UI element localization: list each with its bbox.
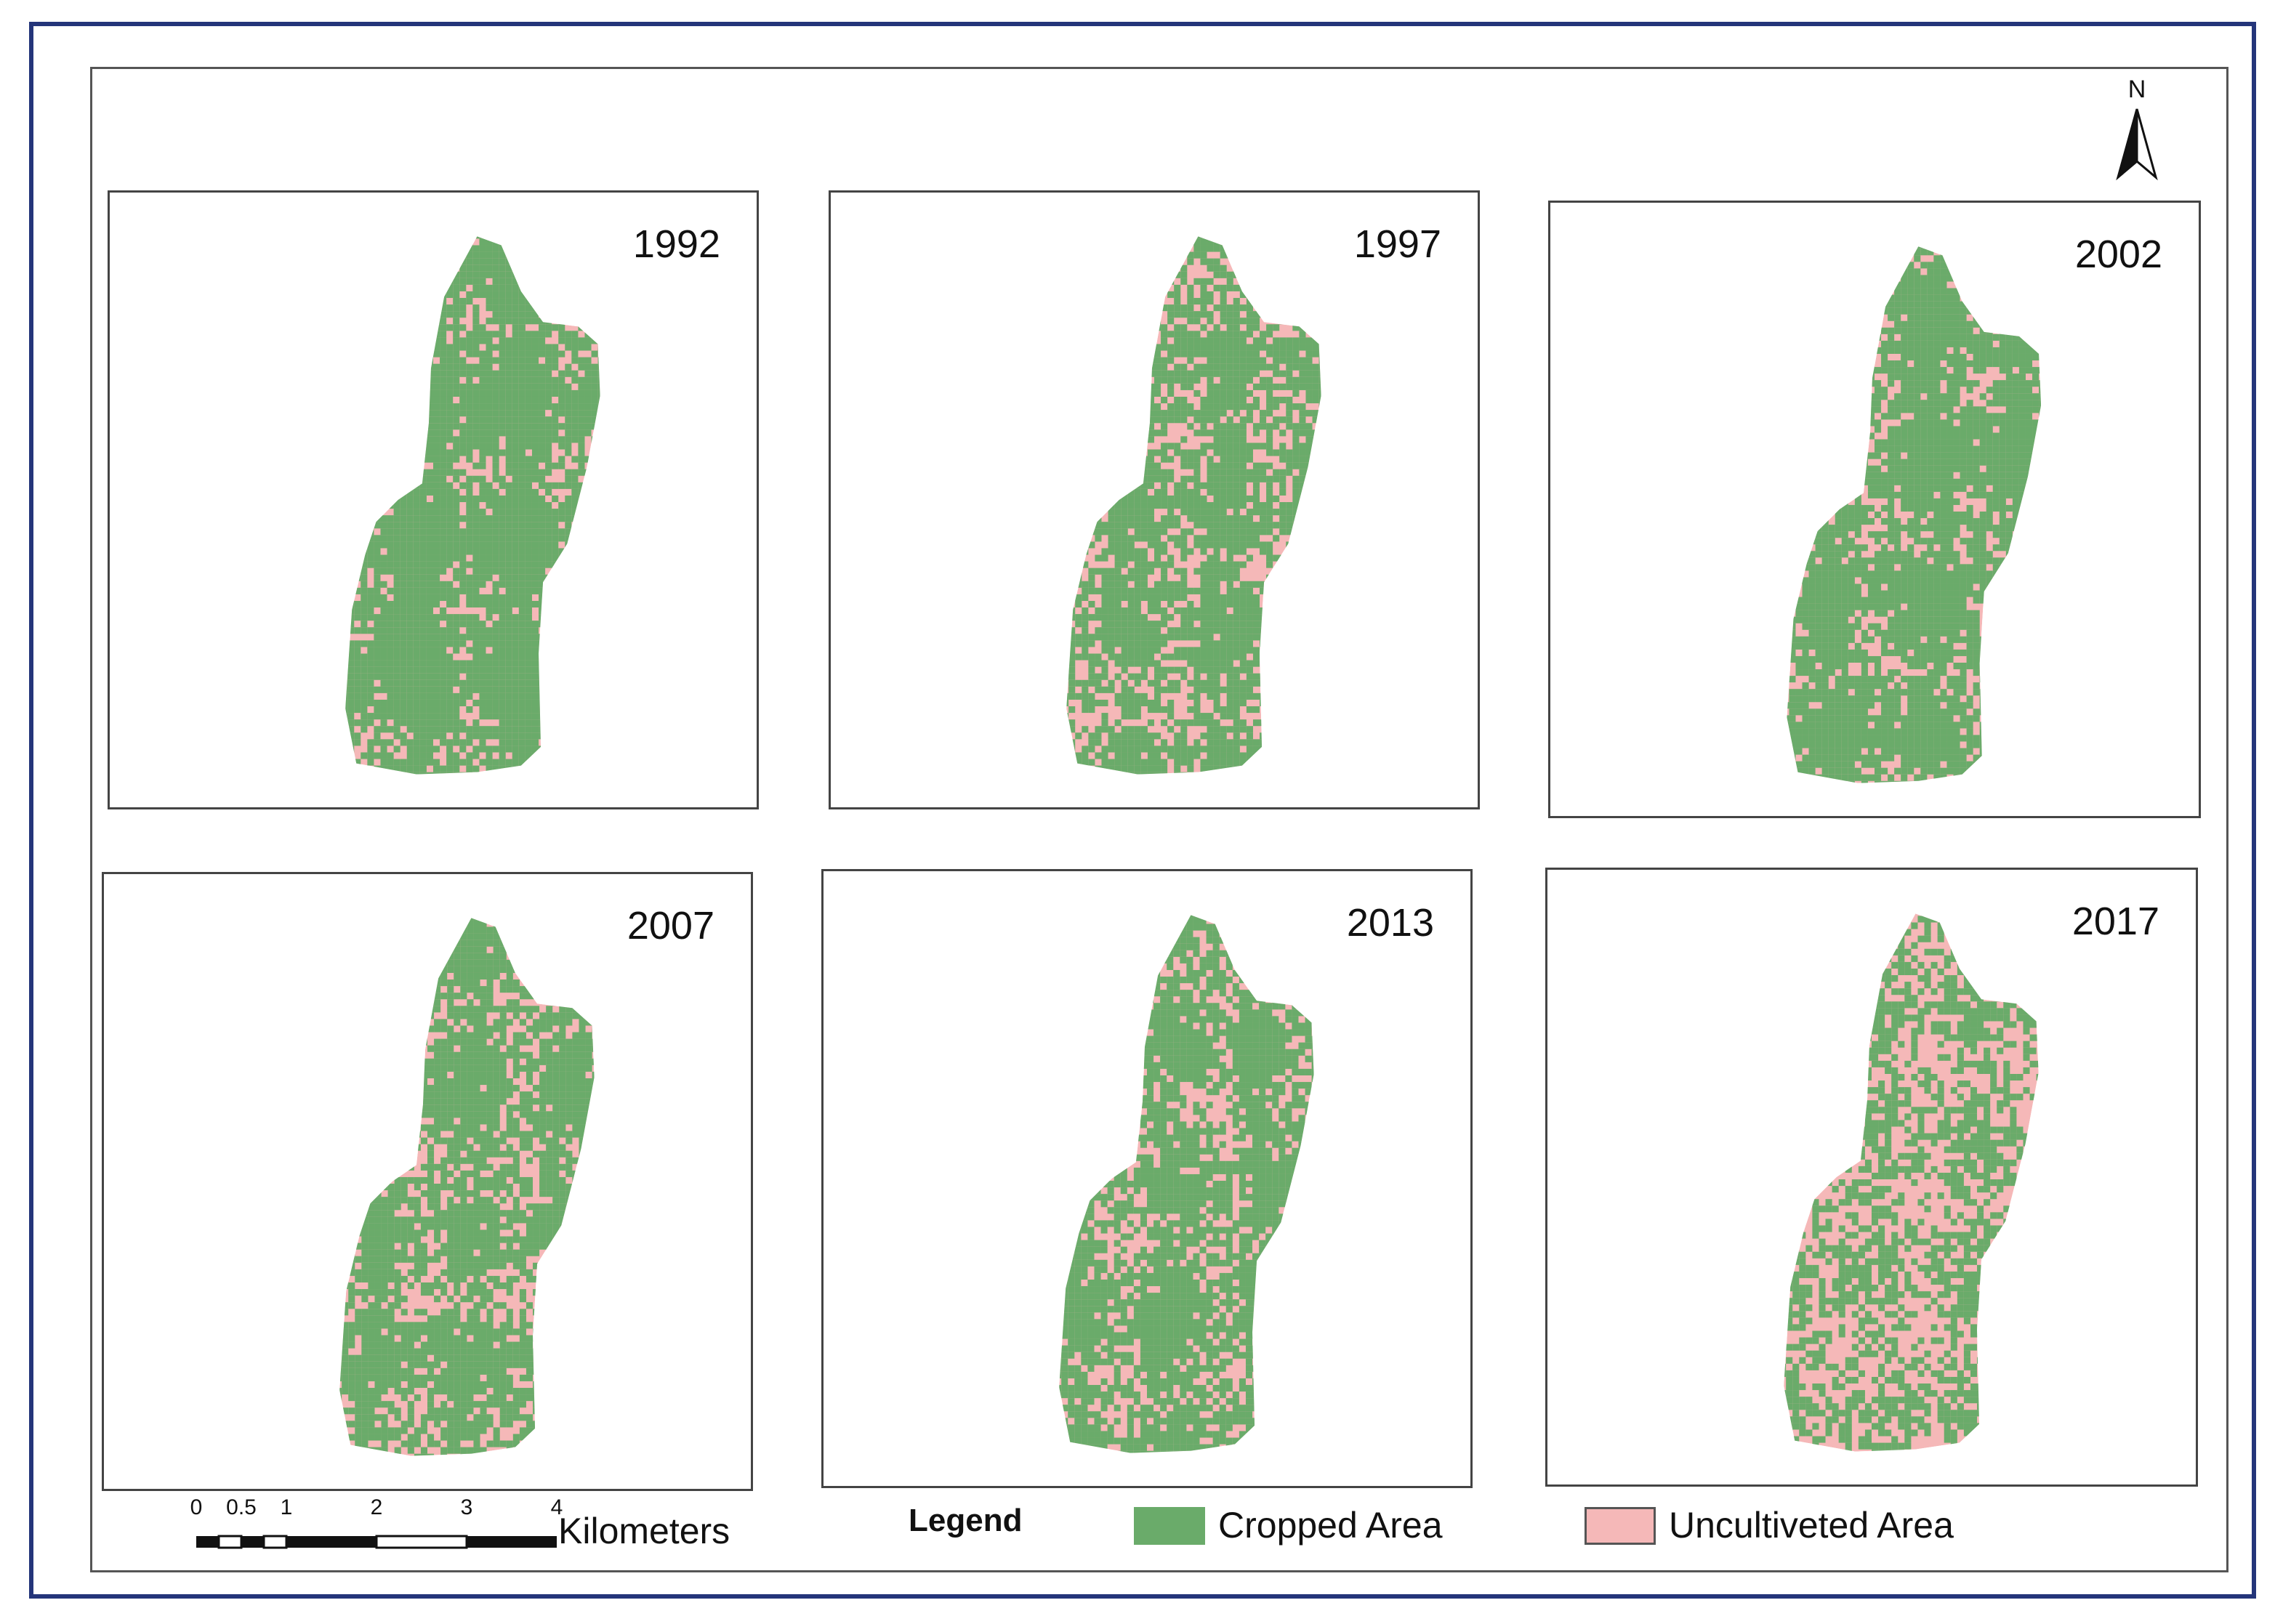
legend-label-uncultivated: Uncultiveted Area	[1669, 1505, 1954, 1546]
year-label: 1992	[632, 222, 720, 266]
cropland-map-2007	[339, 918, 595, 1456]
scale-tick-label: 2	[370, 1495, 383, 1519]
cropland-map-2002	[1787, 246, 2042, 783]
legend-swatch-uncultivated	[1585, 1507, 1656, 1545]
legend-swatch-cropped	[1134, 1507, 1205, 1545]
map-panel-2013: 2013	[821, 869, 1473, 1488]
year-label: 2013	[1346, 901, 1434, 945]
scale-tick-label: 3	[460, 1495, 473, 1519]
cropland-map-1997	[1066, 236, 1321, 775]
scale-units-label: Kilometers	[558, 1511, 730, 1551]
north-label: N	[2127, 76, 2146, 103]
year-label: 1997	[1353, 222, 1441, 266]
cropland-map-2013	[1059, 915, 1314, 1453]
year-label: 2002	[2074, 233, 2162, 276]
map-panel-1992: 1992	[108, 190, 759, 809]
scale-tick-label: 0.5	[226, 1495, 257, 1519]
map-panel-2017: 2017	[1545, 868, 2198, 1487]
map-layout-frame	[90, 67, 2228, 1572]
map-panel-2002: 2002	[1548, 201, 2201, 818]
cropland-map-2017	[1784, 913, 2039, 1452]
north-arrow-icon	[2116, 108, 2158, 181]
map-panel-2007: 2007	[102, 872, 753, 1491]
scale-tick-label: 0	[190, 1495, 203, 1519]
scale-tick-label: 4	[550, 1495, 563, 1519]
year-label: 2007	[627, 904, 714, 948]
map-panel-1997: 1997	[829, 190, 1480, 809]
legend-title: Legend	[909, 1503, 1023, 1538]
scale-bar-graphic	[196, 1535, 557, 1549]
north-arrow: N	[2108, 76, 2166, 185]
scale-tick-label: 1	[280, 1495, 293, 1519]
scale-bar: 0 0.5 1 2 3 4 Kilometers	[190, 1495, 791, 1561]
year-label: 2017	[2071, 900, 2159, 943]
legend-label-cropped: Cropped Area	[1218, 1505, 1443, 1546]
cropland-map-1992	[345, 236, 600, 775]
legend: Legend Cropped Area Uncultiveted Area	[901, 1497, 2064, 1562]
